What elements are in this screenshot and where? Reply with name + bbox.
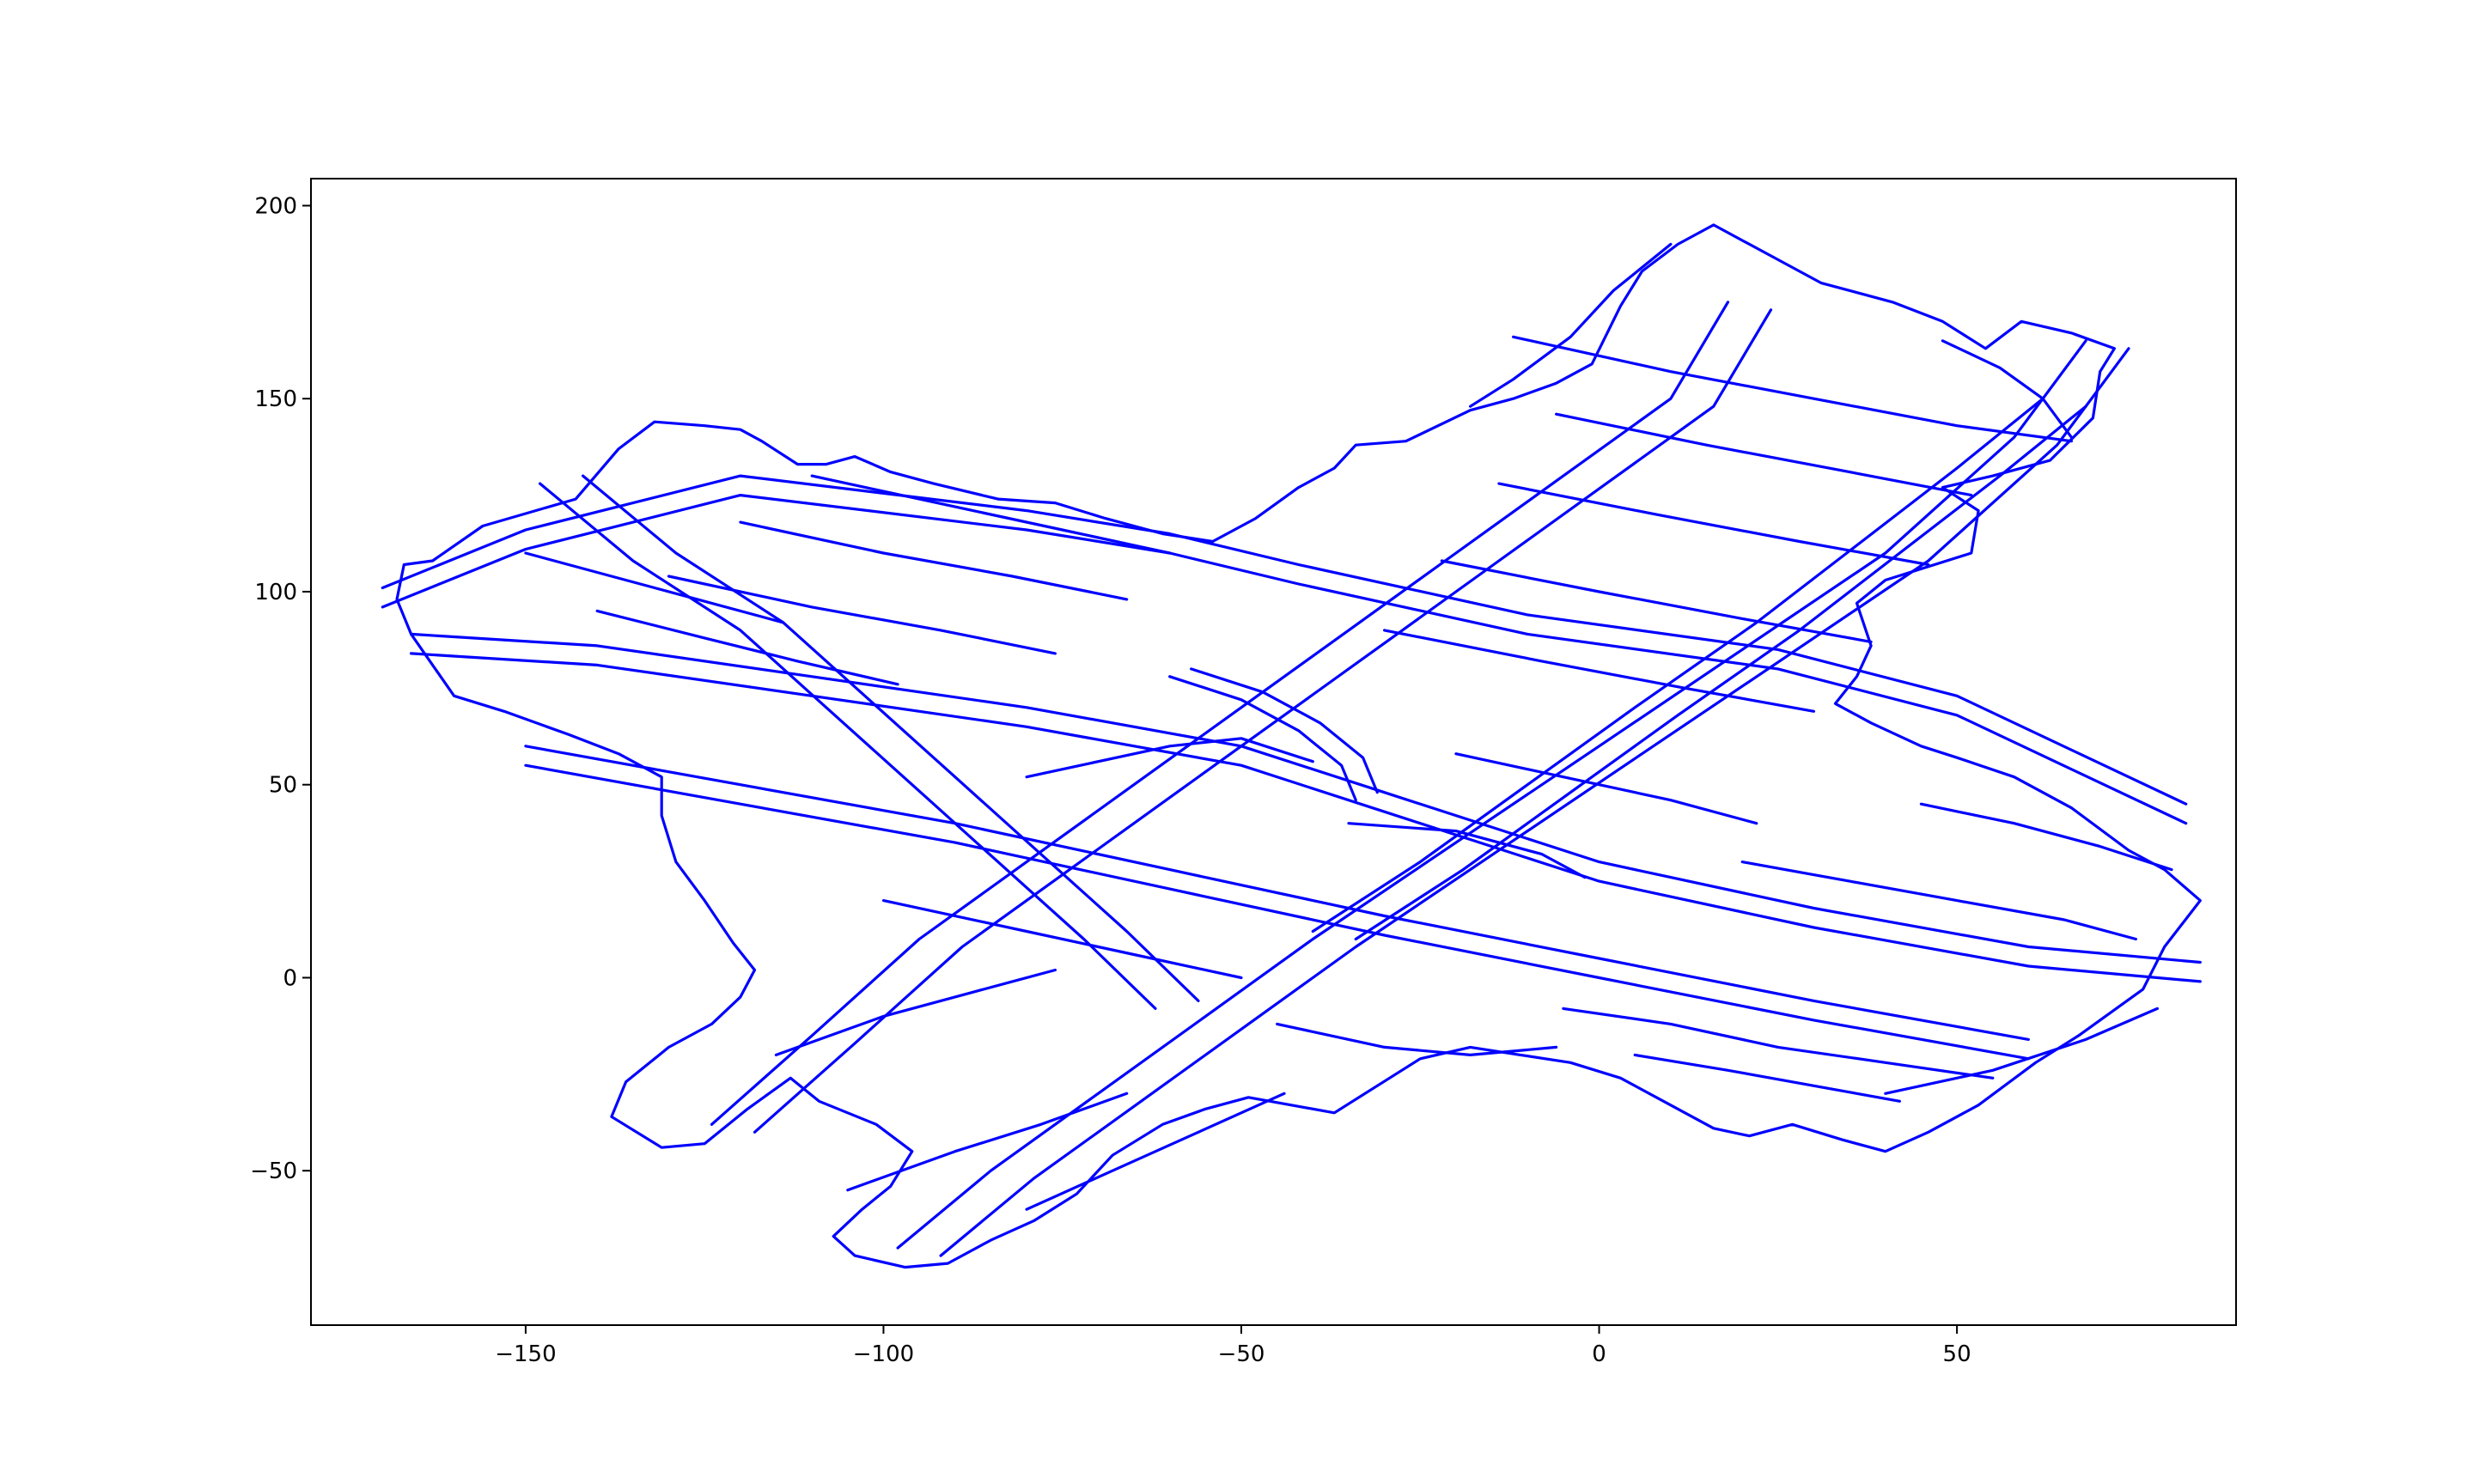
floorplan-polyline [881,898,1243,980]
floorplan-polyline [667,575,1057,655]
x-tick-label: 0 [1592,1341,1606,1367]
floorplan-polyline [1562,1007,1995,1080]
y-tick-label: 100 [254,580,297,605]
x-tick-label: −50 [1218,1341,1265,1367]
y-tick-label: −50 [250,1159,297,1184]
y-tick-label: 150 [254,386,297,412]
plot-frame [310,178,2237,1326]
floorplan-polyline [1884,1007,2159,1095]
floorplan-polyline [753,308,1773,1134]
floorplan-polyline [739,520,1129,601]
floorplan-polyline [1276,1022,1558,1057]
floorplan-polyline [1382,629,1816,713]
floorplan-polyline [1311,397,2044,934]
floorplan-polyline [1633,1053,1901,1103]
floorplan-polyline [1347,822,1587,879]
floorplan-polyline [1919,802,2173,872]
floorplan-polyline [1941,339,2073,439]
y-tick-label: 0 [283,965,297,991]
floorplan-series [381,223,2202,1269]
floorplan-polyline [1554,412,1973,497]
y-axis: 200 150 100 50 0 −50 [250,193,311,1184]
x-tick-label: −150 [495,1341,556,1367]
floorplan-polyline [1168,675,1357,802]
floorplan-polyline [1740,860,2137,941]
floorplan-polyline [581,474,1200,1003]
floorplan-polyline [896,339,2087,1250]
floorplan-polyline [524,551,785,624]
floorplan-polyline [1511,335,2073,443]
floorplan-polyline [710,301,1730,1126]
y-tick-label: 50 [269,773,297,799]
floorplan-polyline [1440,559,1873,644]
floorplan-polyline [1025,737,1314,779]
floorplan-polyline [538,482,1157,1011]
y-tick-label: 200 [254,193,297,219]
floorplan-polyline [381,493,2188,825]
floorplan-polyline [1454,752,1758,825]
floorplan-polyline [524,745,2030,1042]
floorplan-polyline [1497,482,1930,567]
floorplan-polyline [524,763,2030,1061]
x-axis: −150 −100 −50 0 50 [495,1325,1971,1367]
floorplan-polyline [810,474,1172,555]
floorplan-polyline [774,968,1057,1057]
floorplan-polyline [1190,667,1379,794]
floorplan-polyline [1468,242,1673,408]
floorplan-polyline [381,474,2188,806]
floorplan-polyline [1025,1092,1286,1211]
floorplan-polyline [939,347,2130,1257]
floorplan-polyline [1354,404,2087,941]
floorplan-polyline [410,632,2202,964]
x-tick-label: −100 [853,1341,914,1367]
floorplan-polyline [595,609,899,686]
floorplan-polyline [846,1092,1129,1192]
floorplan-polyline [410,652,2202,983]
x-tick-label: 50 [1943,1341,1971,1367]
floorplan-polyline [395,223,2202,1269]
